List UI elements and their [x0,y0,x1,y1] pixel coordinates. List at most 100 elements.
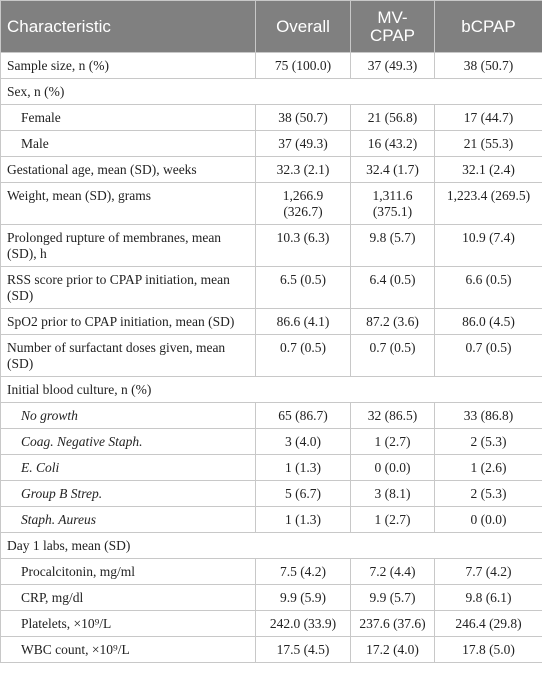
row-label: Number of surfactant doses given, mean (… [0,334,256,377]
cell-value: 9.9 (5.9) [255,584,351,611]
cell-value: 32 (86.5) [350,402,435,429]
row-label: Sample size, n (%) [0,52,256,79]
cell-value: 21 (56.8) [350,104,435,131]
row-label: Female [0,104,256,131]
cell-value: 1 (1.3) [255,454,351,481]
row-label: Gestational age, mean (SD), weeks [0,156,256,183]
cell-value: 0.7 (0.5) [255,334,351,377]
cell-value: 75 (100.0) [255,52,351,79]
section-label: Initial blood culture, n (%) [0,376,542,403]
cell-value: 3 (4.0) [255,428,351,455]
data-row: RSS score prior to CPAP initiation, mean… [0,266,542,309]
cell-value: 21 (55.3) [434,130,542,157]
cell-value: 9.8 (6.1) [434,584,542,611]
data-row: Platelets, ×10⁹/L 242.0 (33.9) 237.6 (37.6… [0,610,542,637]
cell-value: 86.0 (4.5) [434,308,542,335]
cell-value: 1,311.6 (375.1) [350,182,435,225]
row-label: Platelets, ×10⁹/L [0,610,256,637]
row-label: CRP, mg/dl [0,584,256,611]
cell-value: 1 (2.7) [350,506,435,533]
section-row: Day 1 labs, mean (SD) [0,532,542,559]
data-row: Coag. Negative Staph. 3 (4.0) 1 (2.7) 2 (5.… [0,428,542,455]
cell-value: 9.9 (5.7) [350,584,435,611]
data-row: Gestational age, mean (SD), weeks 32.3 (2… [0,156,542,183]
row-label: E. Coli [0,454,256,481]
cell-value: 32.3 (2.1) [255,156,351,183]
cell-value: 1,223.4 (269.5) [434,182,542,225]
cell-value: 38 (50.7) [434,52,542,79]
data-row: Weight, mean (SD), grams 1,266.9 (326.7) 1… [0,182,542,225]
column-header: Characteristic [0,0,256,53]
cell-value: 6.6 (0.5) [434,266,542,309]
data-table: Characteristic Overall MV-CPAP bCPAP Sample… [0,0,542,663]
cell-value: 7.7 (4.2) [434,558,542,585]
cell-value: 17.2 (4.0) [350,636,435,663]
cell-value: 10.3 (6.3) [255,224,351,267]
cell-value: 37 (49.3) [350,52,435,79]
data-row: Number of surfactant doses given, mean (… [0,334,542,377]
data-row: Procalcitonin, mg/ml 7.5 (4.2) 7.2 (4.4) 7.… [0,558,542,585]
cell-value: 16 (43.2) [350,130,435,157]
cell-value: 32.1 (2.4) [434,156,542,183]
cell-value: 1 (2.7) [350,428,435,455]
data-row: Prolonged rupture of membranes, mean (SD… [0,224,542,267]
cell-value: 37 (49.3) [255,130,351,157]
cell-value: 65 (86.7) [255,402,351,429]
row-label: Procalcitonin, mg/ml [0,558,256,585]
cell-value: 7.2 (4.4) [350,558,435,585]
data-row: E. Coli 1 (1.3) 0 (0.0) 1 (2.6) [0,454,542,481]
cell-value: 6.5 (0.5) [255,266,351,309]
data-row: WBC count, ×10⁹/L 17.5 (4.5) 17.2 (4.0) 17.… [0,636,542,663]
cell-value: 32.4 (1.7) [350,156,435,183]
row-label: WBC count, ×10⁹/L [0,636,256,663]
cell-value: 17.5 (4.5) [255,636,351,663]
row-label: Prolonged rupture of membranes, mean (SD… [0,224,256,267]
cell-value: 9.8 (5.7) [350,224,435,267]
cell-value: 0.7 (0.5) [350,334,435,377]
row-label: No growth [0,402,256,429]
cell-value: 242.0 (33.9) [255,610,351,637]
section-row: Sex, n (%) [0,78,542,105]
section-label: Sex, n (%) [0,78,542,105]
cell-value: 0 (0.0) [350,454,435,481]
cell-value: 246.4 (29.8) [434,610,542,637]
cell-value: 1 (2.6) [434,454,542,481]
cell-value: 1,266.9 (326.7) [255,182,351,225]
cell-value: 5 (6.7) [255,480,351,507]
column-header: bCPAP [434,0,542,53]
data-row: Sample size, n (%) 75 (100.0) 37 (49.3) 38 … [0,52,542,79]
row-label: SpO2 prior to CPAP initiation, mean (SD) [0,308,256,335]
cell-value: 1 (1.3) [255,506,351,533]
cell-value: 10.9 (7.4) [434,224,542,267]
section-label: Day 1 labs, mean (SD) [0,532,542,559]
row-label: Coag. Negative Staph. [0,428,256,455]
data-row: Staph. Aureus 1 (1.3) 1 (2.7) 0 (0.0) [0,506,542,533]
row-label: Weight, mean (SD), grams [0,182,256,225]
header-row: Characteristic Overall MV-CPAP bCPAP [0,0,542,53]
cell-value: 86.6 (4.1) [255,308,351,335]
data-row: Female 38 (50.7) 21 (56.8) 17 (44.7) [0,104,542,131]
data-row: SpO2 prior to CPAP initiation, mean (SD)… [0,308,542,335]
cell-value: 17 (44.7) [434,104,542,131]
data-row: Group B Strep. 5 (6.7) 3 (8.1) 2 (5.3) [0,480,542,507]
row-label: Staph. Aureus [0,506,256,533]
cell-value: 237.6 (37.6) [350,610,435,637]
data-row: CRP, mg/dl 9.9 (5.9) 9.9 (5.7) 9.8 (6.1) [0,584,542,611]
cell-value: 6.4 (0.5) [350,266,435,309]
section-row: Initial blood culture, n (%) [0,376,542,403]
cell-value: 3 (8.1) [350,480,435,507]
cell-value: 0 (0.0) [434,506,542,533]
column-header: MV-CPAP [350,0,435,53]
table-body: Sample size, n (%) 75 (100.0) 37 (49.3) 38 … [0,52,542,663]
data-row: No growth 65 (86.7) 32 (86.5) 33 (86.8) [0,402,542,429]
cell-value: 38 (50.7) [255,104,351,131]
cell-value: 17.8 (5.0) [434,636,542,663]
row-label: RSS score prior to CPAP initiation, mean… [0,266,256,309]
cell-value: 2 (5.3) [434,428,542,455]
row-label: Group B Strep. [0,480,256,507]
cell-value: 87.2 (3.6) [350,308,435,335]
row-label: Male [0,130,256,157]
cell-value: 33 (86.8) [434,402,542,429]
cell-value: 0.7 (0.5) [434,334,542,377]
